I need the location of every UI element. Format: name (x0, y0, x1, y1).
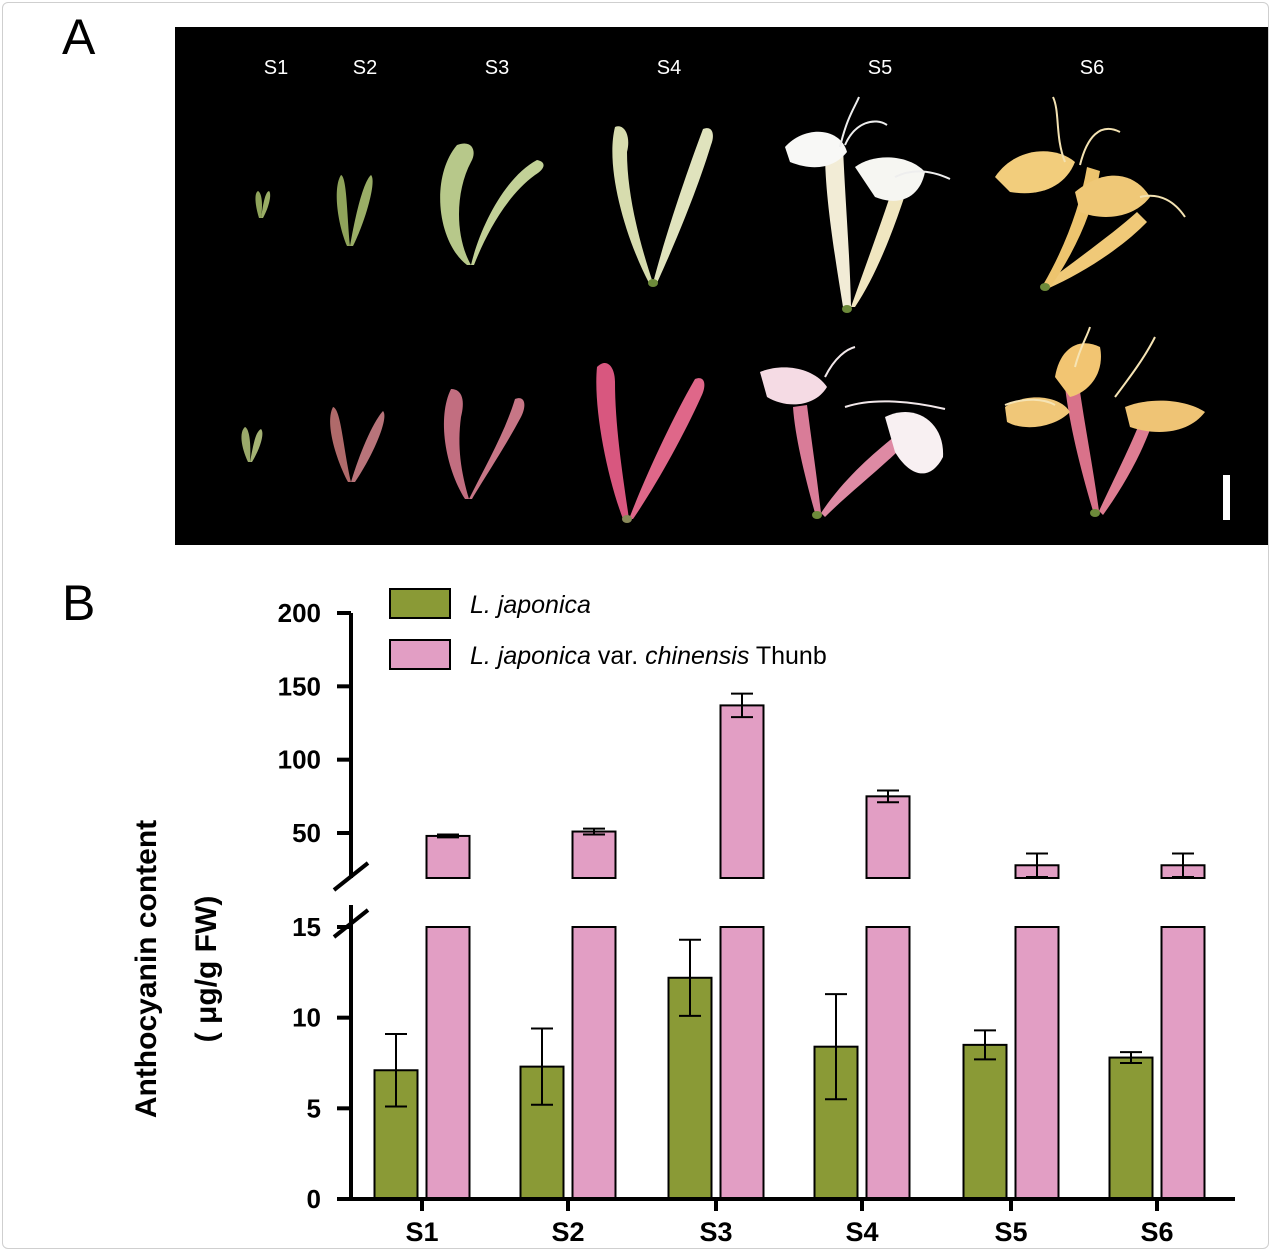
bar-series2-lower-S1 (425, 926, 471, 1200)
legend-swatch-series1 (389, 588, 451, 619)
axis-break-mark-upper (332, 861, 370, 892)
scale-bar (1223, 475, 1230, 520)
x-tick-label-S6: S6 (1140, 1217, 1173, 1247)
legend-label-series1: L. japonica (470, 591, 591, 619)
flower-s5-bottom (760, 346, 946, 519)
flower-s5-top (785, 96, 951, 313)
bar-series2-lower-S3 (719, 926, 765, 1200)
legend-label-series2: L. japonica var. chinensis Thunb (470, 642, 827, 670)
flower-s2-bottom (330, 407, 385, 482)
y-tick-label-15: 15 (292, 912, 321, 942)
flower-s4-top (612, 126, 713, 287)
flower-s6-bottom (1004, 326, 1205, 517)
axis-break-mark-lower (332, 908, 370, 939)
bar-series2-lower-S4 (865, 926, 911, 1200)
y-tick-label-0: 0 (307, 1184, 321, 1214)
y-axis-title-line1: Anthocyanin content (130, 820, 163, 1118)
flower-s1-top (255, 191, 271, 218)
bar-series2-lower-S5 (1014, 926, 1060, 1200)
flower-stages-photo: S1 S2 S3 S4 S5 S6 (175, 27, 1268, 545)
x-tick-label-S3: S3 (699, 1217, 732, 1247)
panel-a-letter: A (62, 9, 96, 65)
y-axis-title-line2: ( μg/g FW) (190, 896, 223, 1043)
y-tick-label-200: 200 (278, 598, 321, 628)
flower-s2-top (336, 175, 373, 246)
bar-series2-lower-S2 (571, 926, 617, 1200)
panel-b-letter: B (62, 575, 96, 631)
bar-series2-lower-S6 (1160, 926, 1206, 1200)
photo-background (175, 27, 1268, 545)
y-tick-label-150: 150 (278, 671, 321, 701)
stage-label-s1: S1 (264, 57, 288, 79)
flower-s4-bottom (596, 362, 705, 523)
y-axis-title: Anthocyanin content ( μg/g FW) (130, 820, 223, 1118)
y-tick-label-100: 100 (278, 745, 321, 775)
legend-swatch-series2 (389, 639, 451, 670)
stage-label-s3: S3 (485, 57, 509, 79)
bar-series1-S5 (962, 1043, 1008, 1200)
flower-s6-top (995, 96, 1186, 291)
stage-label-s6: S6 (1080, 57, 1104, 79)
stage-label-s2: S2 (353, 57, 377, 79)
flower-s1-bottom (241, 427, 263, 462)
x-tick-label-S1: S1 (405, 1217, 438, 1247)
x-tick-label-S5: S5 (994, 1217, 1027, 1247)
flower-s3-bottom (443, 389, 525, 499)
bar-series2-upper-S2 (571, 830, 617, 879)
flower-s3-top (440, 143, 544, 265)
y-tick-label-5: 5 (307, 1093, 321, 1123)
plot-area: 0 5 10 15 50 100 150 200 S1 S2 S3 S4 S5 S6 (278, 598, 1235, 1247)
x-tick-label-S4: S4 (845, 1217, 878, 1247)
anthocyanin-bar-chart: L. japonica L. japonica var. chinensis T… (130, 588, 1235, 1247)
x-tick-label-S2: S2 (551, 1217, 584, 1247)
bar-series2-upper-S1 (425, 834, 471, 879)
stage-label-s5: S5 (868, 57, 892, 79)
bar-series1-S6 (1108, 1056, 1154, 1200)
stage-label-s4: S4 (657, 57, 681, 79)
y-tick-label-10: 10 (292, 1003, 321, 1033)
bar-series2-upper-S4 (865, 795, 911, 879)
bar-series2-upper-S3 (719, 704, 765, 879)
y-tick-label-50: 50 (292, 818, 321, 848)
